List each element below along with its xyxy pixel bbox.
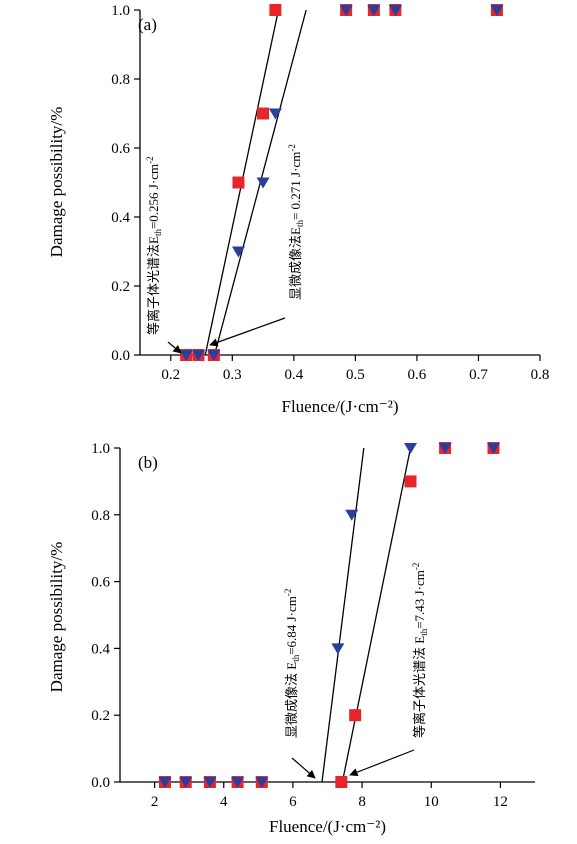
x-tick-label: 12 (493, 794, 508, 810)
annotation-arrow (349, 749, 415, 777)
threshold-annotation: 等离子体光谱法 Eth=7.43 J·cm-2 (411, 563, 429, 738)
annotation-arrow (209, 317, 286, 347)
y-tick-label: 0.2 (91, 708, 110, 724)
data-point-triangle (490, 5, 504, 16)
data-point-triangle (207, 350, 221, 361)
annotation-arrow (167, 341, 182, 354)
data-point-triangle (487, 443, 500, 454)
data-point-triangle (231, 246, 245, 258)
panel-label: (a) (138, 15, 157, 34)
y-tick-label: 0.8 (111, 72, 130, 88)
data-point-square (349, 709, 362, 722)
data-point-triangle (331, 643, 345, 655)
x-tick-label: 0.5 (346, 367, 365, 383)
x-tick-label: 0.3 (223, 367, 242, 383)
data-point-triangle (256, 177, 270, 189)
data-point-triangle (339, 5, 353, 16)
x-tick-label: 4 (220, 794, 228, 810)
y-axis-label: Damage possibility/% (47, 107, 66, 258)
x-tick-label: 0.4 (284, 367, 303, 383)
data-point-triangle (255, 777, 269, 788)
data-point-triangle (203, 777, 217, 788)
threshold-annotation: 显微成像法 Eth=6.84 J·cm-2 (283, 589, 301, 738)
y-tick-label: 1.0 (111, 3, 130, 19)
panel-label: (b) (138, 453, 158, 472)
data-point-triangle (191, 350, 205, 361)
data-point-triangle (179, 777, 193, 788)
y-tick-label: 0.8 (91, 508, 110, 524)
x-axis-label: Fluence/(J·cm⁻²) (269, 817, 386, 836)
fit-line (321, 447, 365, 783)
x-tick-label: 6 (289, 794, 297, 810)
chart-panel-b: 2 4 6 8 10 12 0.0 0.2 0.4 0.6 0.8 1.0 Fluence/(J·cm⁻… (47, 441, 535, 836)
x-tick-label: 0.8 (531, 367, 550, 383)
y-tick-label: 0.6 (91, 575, 110, 591)
data-point-triangle (231, 777, 245, 788)
data-point-triangle (388, 5, 402, 16)
y-tick-label: 1.0 (91, 441, 110, 457)
data-point-triangle (367, 5, 381, 16)
y-tick-label: 0.4 (91, 641, 110, 657)
x-tick-label: 2 (151, 794, 159, 810)
data-point-triangle (345, 509, 359, 521)
data-point-triangle (268, 108, 282, 120)
x-axis-label: Fluence/(J·cm⁻²) (282, 397, 399, 416)
x-tick-label: 10 (424, 794, 439, 810)
data-point-triangle (158, 777, 172, 788)
y-tick-label: 0.0 (91, 775, 110, 791)
threshold-annotation: 显微成像法Eth= 0.271 J·cm-2 (287, 144, 305, 300)
chart-panel-a: 0.2 0.3 0.4 0.5 0.6 0.7 0.8 0.0 0.2 0.4 0.6 0.8 1.0 F… (47, 3, 549, 416)
data-point-triangle (179, 350, 193, 361)
threshold-annotation: 等离子体光谱法Eth=0.256 J·cm-2 (145, 156, 163, 335)
fit-line (341, 447, 412, 783)
y-tick-label: 0.6 (111, 141, 130, 157)
annotation-arrow (291, 757, 316, 779)
x-tick-label: 0.6 (408, 367, 427, 383)
y-tick-label: 0.4 (111, 210, 130, 226)
y-tick-label: 0.0 (111, 348, 130, 364)
data-point-square (232, 176, 245, 189)
y-axis-label: Damage possibility/% (47, 542, 66, 693)
data-point-square (404, 475, 417, 488)
data-point-triangle (438, 443, 452, 454)
data-point-square (335, 776, 348, 788)
data-point-square (257, 107, 270, 120)
x-tick-label: 0.7 (469, 367, 488, 383)
data-point-triangle (404, 443, 417, 454)
x-tick-label: 0.2 (161, 367, 180, 383)
y-tick-label: 0.2 (111, 279, 130, 295)
data-point-square (269, 4, 282, 16)
x-tick-label: 8 (358, 794, 366, 810)
